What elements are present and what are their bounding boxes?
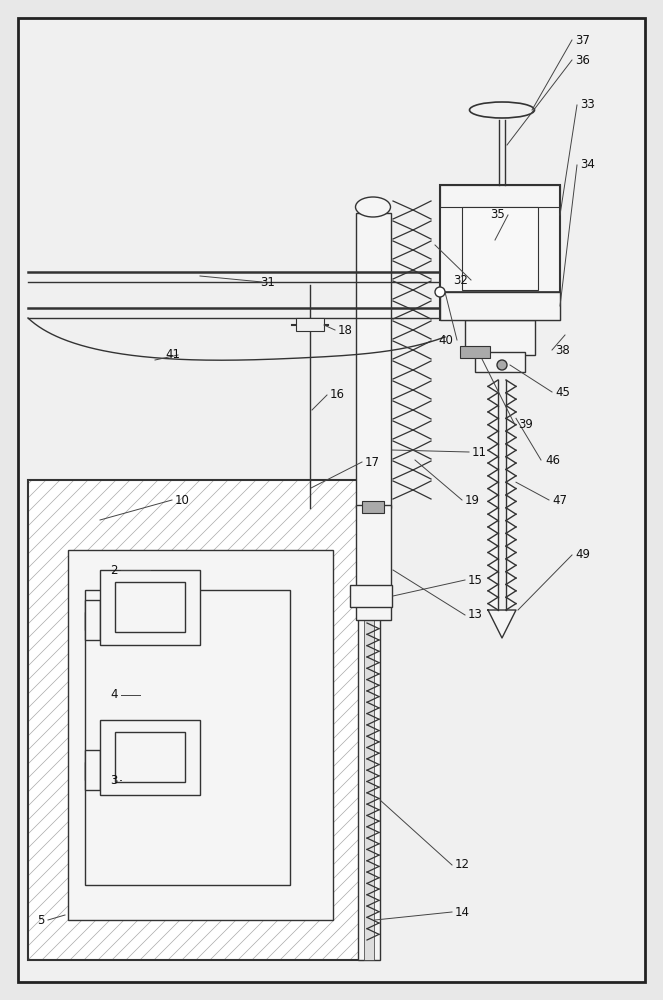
Text: 34: 34 <box>580 158 595 172</box>
Bar <box>358 470 380 960</box>
Bar <box>364 470 374 960</box>
Polygon shape <box>488 546 498 559</box>
Text: 49: 49 <box>575 548 590 562</box>
Bar <box>356 505 391 620</box>
Bar <box>460 346 490 358</box>
Polygon shape <box>488 380 498 393</box>
Bar <box>475 352 525 372</box>
Bar <box>462 207 538 290</box>
Text: 17: 17 <box>365 456 380 468</box>
Bar <box>115 732 185 782</box>
Polygon shape <box>506 393 516 406</box>
Bar <box>440 185 560 207</box>
Bar <box>85 750 100 790</box>
Polygon shape <box>488 431 498 444</box>
Polygon shape <box>488 495 498 508</box>
Text: 16: 16 <box>330 388 345 401</box>
Polygon shape <box>506 584 516 597</box>
Polygon shape <box>506 469 516 482</box>
Polygon shape <box>488 469 498 482</box>
Text: 46: 46 <box>545 454 560 466</box>
Polygon shape <box>506 521 516 533</box>
Polygon shape <box>506 431 516 444</box>
Polygon shape <box>506 572 516 584</box>
Polygon shape <box>488 610 516 638</box>
Polygon shape <box>488 521 498 533</box>
Circle shape <box>435 287 445 297</box>
Text: 33: 33 <box>580 99 595 111</box>
Text: 15: 15 <box>468 574 483 586</box>
Bar <box>440 292 560 320</box>
Polygon shape <box>488 444 498 457</box>
Text: 38: 38 <box>555 344 570 357</box>
Bar <box>85 762 145 780</box>
Bar <box>115 582 185 632</box>
Polygon shape <box>506 444 516 457</box>
Polygon shape <box>488 572 498 584</box>
Polygon shape <box>506 457 516 469</box>
Text: 36: 36 <box>575 53 590 66</box>
Text: 2: 2 <box>111 564 118 576</box>
Polygon shape <box>506 533 516 546</box>
Bar <box>28 480 363 960</box>
Polygon shape <box>506 597 516 610</box>
Text: 37: 37 <box>575 33 590 46</box>
Bar <box>362 501 384 513</box>
Bar <box>356 213 391 508</box>
Ellipse shape <box>469 102 534 118</box>
Polygon shape <box>488 406 498 418</box>
Polygon shape <box>506 546 516 559</box>
Text: 10: 10 <box>175 493 190 506</box>
Polygon shape <box>506 380 516 393</box>
Polygon shape <box>488 482 498 495</box>
Bar <box>28 480 363 960</box>
Bar <box>350 585 392 607</box>
Bar <box>440 185 560 320</box>
Text: 18: 18 <box>338 324 353 336</box>
Circle shape <box>497 360 507 370</box>
Bar <box>85 600 100 640</box>
Bar <box>85 590 290 885</box>
Text: 41: 41 <box>165 349 180 361</box>
Text: 32: 32 <box>453 273 468 286</box>
Polygon shape <box>488 559 498 572</box>
Polygon shape <box>488 533 498 546</box>
Bar <box>465 320 535 355</box>
Text: 19: 19 <box>465 493 480 506</box>
Text: 31: 31 <box>260 275 275 288</box>
Text: 39: 39 <box>518 418 533 432</box>
Text: 5: 5 <box>38 914 45 926</box>
Text: 4: 4 <box>111 688 118 702</box>
Text: 40: 40 <box>438 334 453 347</box>
Text: 45: 45 <box>555 385 570 398</box>
Polygon shape <box>506 406 516 418</box>
Polygon shape <box>488 393 498 406</box>
Bar <box>68 550 333 920</box>
Bar <box>100 570 200 645</box>
Text: 35: 35 <box>490 209 505 222</box>
Polygon shape <box>488 457 498 469</box>
Ellipse shape <box>355 197 391 217</box>
Polygon shape <box>488 597 498 610</box>
Text: 3: 3 <box>111 774 118 786</box>
Polygon shape <box>488 418 498 431</box>
Bar <box>85 612 145 630</box>
Bar <box>100 720 200 795</box>
Polygon shape <box>506 508 516 521</box>
Text: 12: 12 <box>455 858 470 871</box>
Text: 14: 14 <box>455 906 470 918</box>
Text: 47: 47 <box>552 493 567 506</box>
Polygon shape <box>506 559 516 572</box>
Bar <box>296 318 324 331</box>
Polygon shape <box>506 482 516 495</box>
Polygon shape <box>488 508 498 521</box>
Text: 11: 11 <box>472 446 487 458</box>
Polygon shape <box>506 495 516 508</box>
Polygon shape <box>488 584 498 597</box>
Text: 13: 13 <box>468 608 483 621</box>
Polygon shape <box>506 418 516 431</box>
